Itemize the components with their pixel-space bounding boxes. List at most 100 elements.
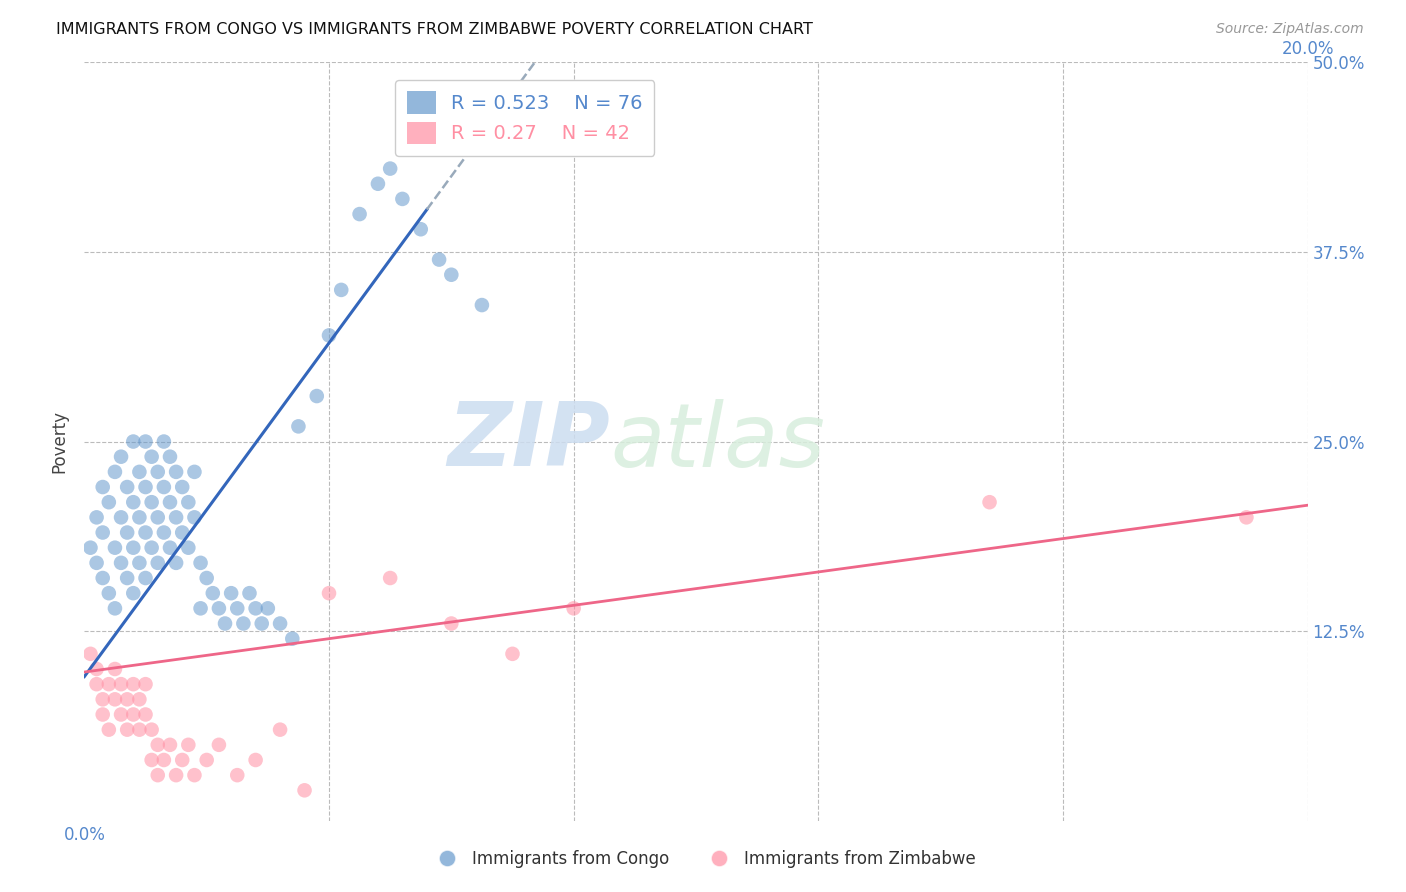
Point [91,571,114,585]
Point [115,723,138,737]
Point [245,753,267,767]
Point [238,586,260,600]
Point [122,707,145,722]
Point [159,541,181,555]
Point [146,738,169,752]
Point [159,450,181,464]
Point [177,495,200,509]
Point [1236,510,1258,524]
Point [226,768,249,782]
Point [153,525,176,540]
Point [979,495,1001,509]
Point [86,662,108,676]
Point [135,571,157,585]
Point [177,541,200,555]
Point [190,601,212,615]
Point [122,677,145,691]
Point [97,586,120,600]
Point [104,601,127,615]
Point [122,586,145,600]
Point [86,556,108,570]
Point [135,434,157,449]
Point [115,692,138,706]
Point [250,616,273,631]
Point [97,495,120,509]
Point [79,541,101,555]
Point [287,419,309,434]
Point [380,571,402,585]
Point [219,586,242,600]
Point [135,525,157,540]
Point [110,677,132,691]
Text: atlas: atlas [610,399,825,484]
Point [201,586,224,600]
Point [172,753,194,767]
Point [153,434,176,449]
Point [269,723,291,737]
Point [153,480,176,494]
Point [440,268,463,282]
Point [128,556,150,570]
Point [294,783,316,797]
Point [245,601,267,615]
Point [104,541,127,555]
Legend: R = 0.523    N = 76, R = 0.27    N = 42: R = 0.523 N = 76, R = 0.27 N = 42 [395,79,655,156]
Point [226,601,249,615]
Text: ZIP: ZIP [447,398,610,485]
Point [141,723,163,737]
Point [115,571,138,585]
Point [91,707,114,722]
Point [104,465,127,479]
Y-axis label: Poverty: Poverty [51,410,69,473]
Point [318,328,340,343]
Point [380,161,402,176]
Point [165,768,187,782]
Point [165,556,187,570]
Point [146,465,169,479]
Point [110,556,132,570]
Point [79,647,101,661]
Point [195,571,218,585]
Point [165,465,187,479]
Point [86,510,108,524]
Point [159,738,181,752]
Point [208,601,231,615]
Point [91,692,114,706]
Point [146,510,169,524]
Point [141,495,163,509]
Point [183,510,205,524]
Point [110,707,132,722]
Point [257,601,280,615]
Point [367,177,389,191]
Point [141,450,163,464]
Point [330,283,353,297]
Point [110,450,132,464]
Point [122,495,145,509]
Point [141,541,163,555]
Point [135,707,157,722]
Point [208,738,231,752]
Point [440,616,463,631]
Point [135,677,157,691]
Point [97,677,120,691]
Point [305,389,328,403]
Point [183,465,205,479]
Point [146,556,169,570]
Point [128,465,150,479]
Point [183,768,205,782]
Point [409,222,432,236]
Point [427,252,450,267]
Text: IMMIGRANTS FROM CONGO VS IMMIGRANTS FROM ZIMBABWE POVERTY CORRELATION CHART: IMMIGRANTS FROM CONGO VS IMMIGRANTS FROM… [56,22,813,37]
Point [190,556,212,570]
Point [232,616,254,631]
Point [91,480,114,494]
Point [349,207,371,221]
Point [97,723,120,737]
Point [128,723,150,737]
Point [195,753,218,767]
Point [281,632,304,646]
Point [172,480,194,494]
Point [104,692,127,706]
Point [141,753,163,767]
Point [159,495,181,509]
